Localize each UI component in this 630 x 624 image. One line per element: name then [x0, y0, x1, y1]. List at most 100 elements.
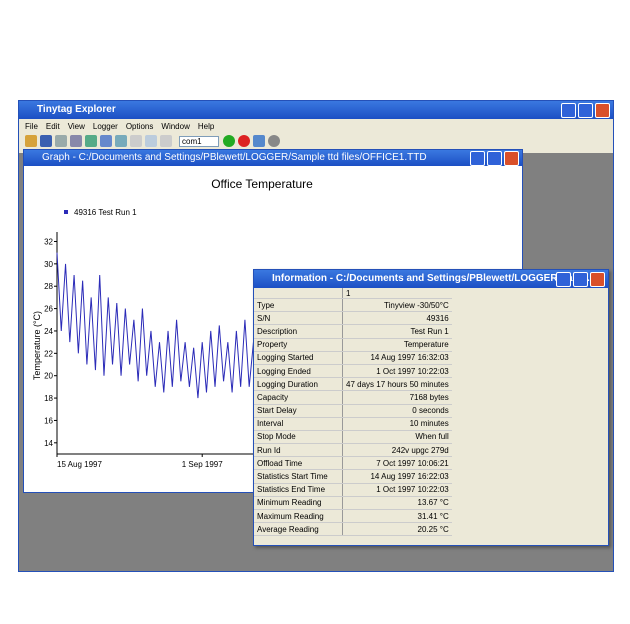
y-tick-label: 22: [44, 349, 53, 358]
minimize[interactable]: [556, 272, 571, 287]
zoom-out[interactable]: [160, 135, 172, 147]
info-row: Logging Duration 47 days 17 hours 50 minu…: [254, 377, 452, 392]
paste[interactable]: [70, 135, 82, 147]
close[interactable]: [595, 103, 610, 118]
info-label: Description: [254, 324, 343, 339]
zoom-in[interactable]: [145, 135, 157, 147]
x-tick-label: 15 Aug 1997: [57, 460, 102, 469]
info-value: 14 Aug 1997 16:32:03: [342, 351, 452, 365]
y-tick-label: 20: [44, 372, 53, 381]
info-row: Logging Ended 1 Oct 1997 10:22:03: [254, 364, 452, 379]
info-label: Statistics Start Time: [254, 469, 343, 484]
legend-marker: [64, 210, 68, 214]
info-label: Interval: [254, 417, 343, 431]
maximize[interactable]: [573, 272, 588, 287]
info-value: When full: [342, 430, 452, 445]
graph-title: Graph - C:/Documents and Settings/PBlewe…: [42, 152, 427, 163]
info-row: Minimum Reading 13.67 °C: [254, 496, 452, 511]
graph[interactable]: [85, 135, 97, 147]
info-value: 242v upgc 279d: [342, 443, 452, 458]
info-value: 7168 bytes: [342, 390, 452, 405]
info-value: Test Run 1: [342, 324, 452, 339]
menu-item[interactable]: Help: [197, 122, 215, 131]
info-value: 14 Aug 1997 16:22:03: [342, 469, 452, 484]
info-label: Run Id: [254, 443, 343, 458]
main-window: Tinytag Explorer File Edit View Logger Optio…: [18, 100, 614, 572]
info-row: Interval 10 minutes: [254, 417, 452, 431]
info-row: Maximum Reading 31.41 °C: [254, 509, 452, 524]
y-tick-label: 24: [44, 327, 53, 336]
info-grid: 1 Type Tinyview -30/50°C S/N 49316 Descriptio…: [254, 288, 608, 545]
info-row: Run Id 242v upgc 279d: [254, 443, 452, 458]
info-value: 1 Oct 1997 10:22:03: [342, 483, 452, 497]
info-row: Statistics End Time 1 Oct 1997 10:22:03: [254, 483, 452, 497]
copy[interactable]: [55, 135, 67, 147]
info-label: Start Delay: [254, 404, 343, 418]
info[interactable]: [100, 135, 112, 147]
info-value: Tinyview -30/50°C: [342, 298, 452, 313]
start[interactable]: [223, 135, 235, 147]
menu-item[interactable]: View: [67, 122, 85, 131]
info-row: Stop Mode When full: [254, 430, 452, 445]
close[interactable]: [590, 272, 605, 287]
info-label: Stop Mode: [254, 430, 343, 445]
info-value: 13.67 °C: [342, 496, 452, 511]
download[interactable]: [253, 135, 265, 147]
menu-item[interactable]: File: [25, 122, 38, 131]
info-label: Maximum Reading: [254, 509, 343, 524]
minimize[interactable]: [470, 151, 485, 166]
menu-item[interactable]: Options: [125, 122, 154, 131]
info-window: Information - C:/Documents and Settings/…: [253, 269, 609, 546]
minimize[interactable]: [561, 103, 576, 118]
info-label: Statistics End Time: [254, 483, 343, 497]
info-label: Logging Started: [254, 351, 343, 365]
info-label: Logging Duration: [254, 377, 343, 392]
info-value: 31.41 °C: [342, 509, 452, 524]
info-value: 1 Oct 1997 10:22:03: [342, 364, 452, 379]
info-table: 1 Type Tinyview -30/50°C S/N 49316 Descriptio…: [254, 288, 452, 537]
menu-bar: File Edit View Logger Options Window Help: [19, 119, 613, 134]
y-tick-label: 14: [44, 439, 53, 448]
x-tick-label: 1 Sep 1997: [182, 460, 223, 469]
main-title-bar: Tinytag Explorer: [19, 101, 613, 119]
menu-item[interactable]: Window: [161, 122, 190, 131]
open[interactable]: [25, 135, 37, 147]
info-row: Offload Time 7 Oct 1997 10:06:21: [254, 456, 452, 471]
maximize[interactable]: [487, 151, 502, 166]
info-row: Type Tinyview -30/50°C: [254, 298, 452, 313]
y-tick-label: 26: [44, 305, 53, 314]
info-label: Average Reading: [254, 522, 343, 537]
info-value: 49316: [342, 311, 452, 326]
info-label: Offload Time: [254, 456, 343, 471]
info-label: Capacity: [254, 390, 343, 405]
app-title: Tinytag Explorer: [37, 104, 116, 115]
info-row: Property Temperature: [254, 338, 452, 352]
info-value: 0 seconds: [342, 404, 452, 418]
menu-item[interactable]: Logger: [92, 122, 118, 131]
corner: [254, 288, 343, 299]
info-label: Type: [254, 298, 343, 313]
close[interactable]: [504, 151, 519, 166]
info-label: S/N: [254, 311, 343, 326]
y-tick-label: 30: [44, 260, 53, 269]
chart-title: Office Temperature: [211, 177, 313, 191]
clock[interactable]: [268, 135, 280, 147]
info-row: Capacity 7168 bytes: [254, 390, 452, 405]
info-value: 7 Oct 1997 10:06:21: [342, 456, 452, 471]
menu-item[interactable]: Edit: [45, 122, 60, 131]
info-label: Property: [254, 338, 343, 352]
maximize[interactable]: [578, 103, 593, 118]
chart: Office Temperature Temperature (°C) 14 16 18…: [32, 177, 467, 469]
stop[interactable]: [238, 135, 250, 147]
y-axis-label: Temperature (°C): [32, 311, 42, 380]
info-value: 10 minutes: [342, 417, 452, 431]
toolbar: com1: [19, 134, 613, 148]
table[interactable]: [115, 135, 127, 147]
info-row: Logging Started 14 Aug 1997 16:32:03: [254, 351, 452, 365]
info-row: Start Delay 0 seconds: [254, 404, 452, 418]
save[interactable]: [40, 135, 52, 147]
zoom[interactable]: [130, 135, 142, 147]
info-row: Statistics Start Time 14 Aug 1997 16:22:0…: [254, 469, 452, 484]
port-select[interactable]: com1: [179, 135, 219, 147]
info-title: Information - C:/Documents and Settings/…: [272, 273, 590, 284]
